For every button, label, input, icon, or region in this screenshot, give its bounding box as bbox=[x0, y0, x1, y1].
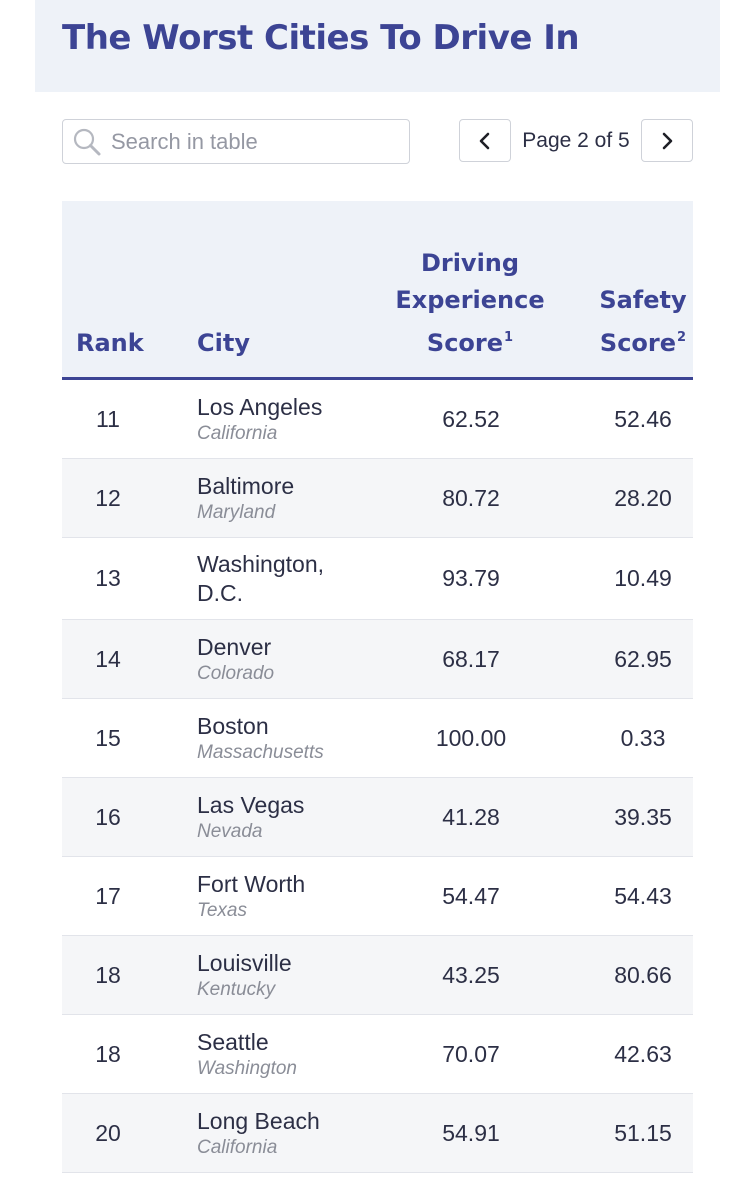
safety-score-cell: 51.15 bbox=[614, 1119, 672, 1146]
city-name: Louisville bbox=[197, 949, 292, 976]
footnote-marker: 2 bbox=[677, 330, 687, 345]
rank-cell: 18 bbox=[95, 1040, 121, 1067]
column-header-rank-label: Rank bbox=[76, 329, 144, 357]
driving-score-cell: 80.72 bbox=[442, 484, 500, 511]
safety-score-cell: 39.35 bbox=[614, 803, 672, 830]
city-name: Baltimore bbox=[197, 472, 295, 499]
driving-score-cell: 41.28 bbox=[442, 803, 500, 830]
city-cell: Washington, D.C. bbox=[197, 538, 377, 619]
state-name: California bbox=[197, 1136, 278, 1158]
city-name: Seattle bbox=[197, 1028, 269, 1055]
table-row: 18 Louisville Kentucky 43.25 80.66 bbox=[62, 936, 693, 1015]
rank-cell: 12 bbox=[95, 484, 121, 511]
rank-cell: 18 bbox=[95, 961, 121, 988]
table-row: 16 Las Vegas Nevada 41.28 39.35 bbox=[62, 778, 693, 857]
rank-cell: 16 bbox=[95, 803, 121, 830]
table-header: Rank City Driving Experience Score1 Safe… bbox=[62, 201, 693, 380]
column-header-safety-line: Safety bbox=[599, 286, 687, 314]
city-cell: Los Angeles California bbox=[197, 380, 377, 458]
rank-cell: 15 bbox=[95, 724, 121, 751]
column-header-driving-line: Score bbox=[426, 329, 504, 357]
city-name-continued: D.C. bbox=[197, 579, 243, 606]
search-input[interactable] bbox=[111, 128, 391, 155]
state-name: Washington bbox=[197, 1057, 297, 1079]
city-cell: Louisville Kentucky bbox=[197, 936, 377, 1014]
footnote-marker: 1 bbox=[504, 330, 514, 345]
driving-score-cell: 93.79 bbox=[442, 565, 500, 591]
state-name: Colorado bbox=[197, 662, 275, 684]
rank-cell: 17 bbox=[95, 882, 121, 909]
rank-cell: 20 bbox=[95, 1119, 121, 1146]
driving-score-cell: 43.25 bbox=[442, 961, 500, 988]
table-row: 13 Washington, D.C. 93.79 10.49 bbox=[62, 538, 693, 620]
city-cell: Denver Colorado bbox=[197, 620, 377, 698]
city-name: Washington, bbox=[197, 550, 324, 577]
column-header-safety-line: Score bbox=[599, 329, 677, 357]
state-name: Massachusetts bbox=[197, 741, 324, 763]
driving-score-cell: 54.91 bbox=[442, 1119, 500, 1146]
safety-score-cell: 28.20 bbox=[614, 484, 672, 511]
search-icon bbox=[73, 128, 101, 155]
city-name: Long Beach bbox=[197, 1107, 320, 1134]
next-page-button[interactable] bbox=[641, 119, 693, 162]
table-row: 18 Seattle Washington 70.07 42.63 bbox=[62, 1015, 693, 1094]
safety-score-cell: 10.49 bbox=[614, 565, 672, 591]
title-bar: The Worst Cities To Drive In bbox=[35, 0, 720, 92]
safety-score-cell: 52.46 bbox=[614, 405, 672, 432]
city-cell: Baltimore Maryland bbox=[197, 459, 377, 537]
rank-cell: 11 bbox=[96, 405, 120, 432]
table-row: 20 Long Beach California 54.91 51.15 bbox=[62, 1094, 693, 1173]
state-name: Maryland bbox=[197, 501, 276, 523]
state-name: Nevada bbox=[197, 820, 263, 842]
column-header-driving-line: Experience bbox=[395, 286, 545, 314]
search-box[interactable] bbox=[62, 119, 410, 164]
driving-score-cell: 100.00 bbox=[435, 724, 507, 751]
chevron-left-icon bbox=[479, 132, 490, 149]
chevron-right-icon bbox=[662, 132, 673, 149]
previous-page-button[interactable] bbox=[459, 119, 511, 162]
driving-score-cell: 54.47 bbox=[442, 882, 500, 909]
state-name: California bbox=[197, 422, 278, 444]
page-indicator: Page 2 of 5 bbox=[522, 128, 630, 152]
rank-cell: 13 bbox=[95, 565, 121, 591]
city-name: Denver bbox=[197, 633, 272, 660]
safety-score-cell: 42.63 bbox=[614, 1040, 672, 1067]
city-name: Boston bbox=[197, 712, 269, 739]
driving-score-cell: 68.17 bbox=[442, 645, 500, 672]
city-name: Fort Worth bbox=[197, 870, 306, 897]
city-name: Las Vegas bbox=[197, 791, 305, 818]
city-name: Los Angeles bbox=[197, 393, 323, 420]
column-header-city-label: City bbox=[197, 329, 250, 357]
city-cell: Fort Worth Texas bbox=[197, 857, 377, 935]
column-header-driving-line: Driving bbox=[420, 249, 520, 277]
column-header-city[interactable]: City bbox=[197, 325, 250, 362]
column-header-rank[interactable]: Rank bbox=[76, 325, 144, 362]
cities-table: Rank City Driving Experience Score1 Safe… bbox=[62, 201, 693, 1173]
city-cell: Long Beach California bbox=[197, 1094, 377, 1172]
column-header-safety-score[interactable]: Safety Score2 bbox=[582, 282, 704, 362]
table-row: 15 Boston Massachusetts 100.00 0.33 bbox=[62, 699, 693, 778]
rank-cell: 14 bbox=[95, 645, 121, 672]
safety-score-cell: 54.43 bbox=[614, 882, 672, 909]
city-cell: Seattle Washington bbox=[197, 1015, 377, 1093]
table-row: 11 Los Angeles California 62.52 52.46 bbox=[62, 380, 693, 459]
city-cell: Boston Massachusetts bbox=[197, 699, 377, 777]
driving-score-cell: 70.07 bbox=[442, 1040, 500, 1067]
state-name: Kentucky bbox=[197, 978, 276, 1000]
table-row: 14 Denver Colorado 68.17 62.95 bbox=[62, 620, 693, 699]
safety-score-cell: 80.66 bbox=[614, 961, 672, 988]
driving-score-cell: 62.52 bbox=[442, 405, 500, 432]
table-row: 12 Baltimore Maryland 80.72 28.20 bbox=[62, 459, 693, 538]
safety-score-cell: 0.33 bbox=[620, 724, 666, 751]
city-cell: Las Vegas Nevada bbox=[197, 778, 377, 856]
page-title: The Worst Cities To Drive In bbox=[62, 18, 580, 58]
column-header-driving-score[interactable]: Driving Experience Score1 bbox=[380, 245, 560, 362]
table-row: 17 Fort Worth Texas 54.47 54.43 bbox=[62, 857, 693, 936]
safety-score-cell: 62.95 bbox=[614, 645, 672, 672]
state-name: Texas bbox=[197, 899, 247, 921]
